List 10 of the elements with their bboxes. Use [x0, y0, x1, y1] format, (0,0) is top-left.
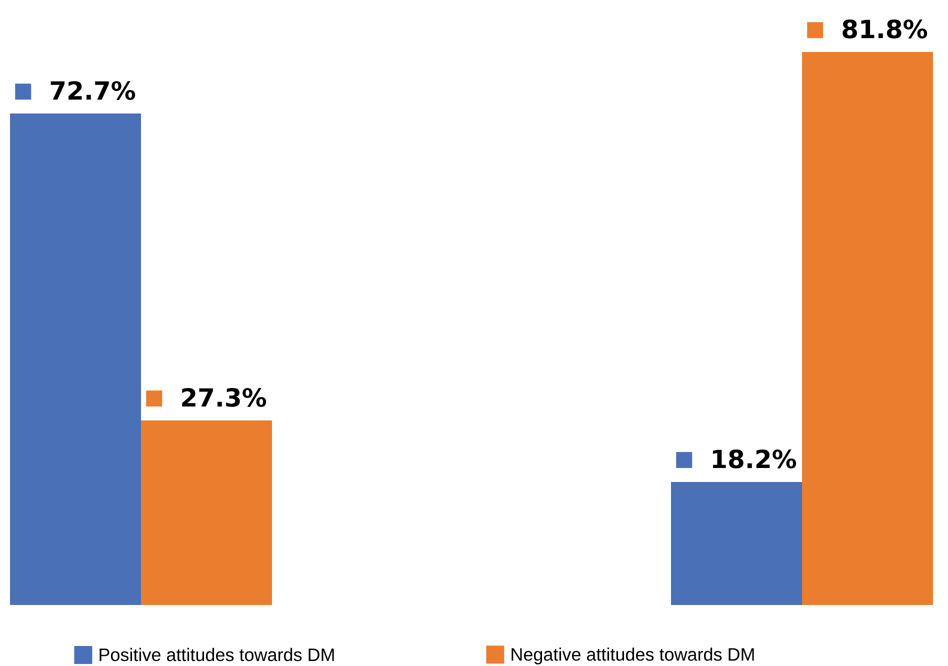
bar	[10, 114, 142, 605]
data-label: 18.2%	[712, 450, 796, 468]
data-label: 72.7%	[50, 81, 136, 100]
data-label: 27.3%	[182, 388, 266, 407]
legend-label: Negative attitudes towards DM	[512, 648, 754, 664]
bar	[141, 420, 272, 605]
data-label: 81.8%	[842, 20, 928, 38]
bar	[802, 52, 933, 605]
bar	[671, 482, 802, 605]
legend-label: Positive attitudes towards DM	[100, 648, 334, 662]
